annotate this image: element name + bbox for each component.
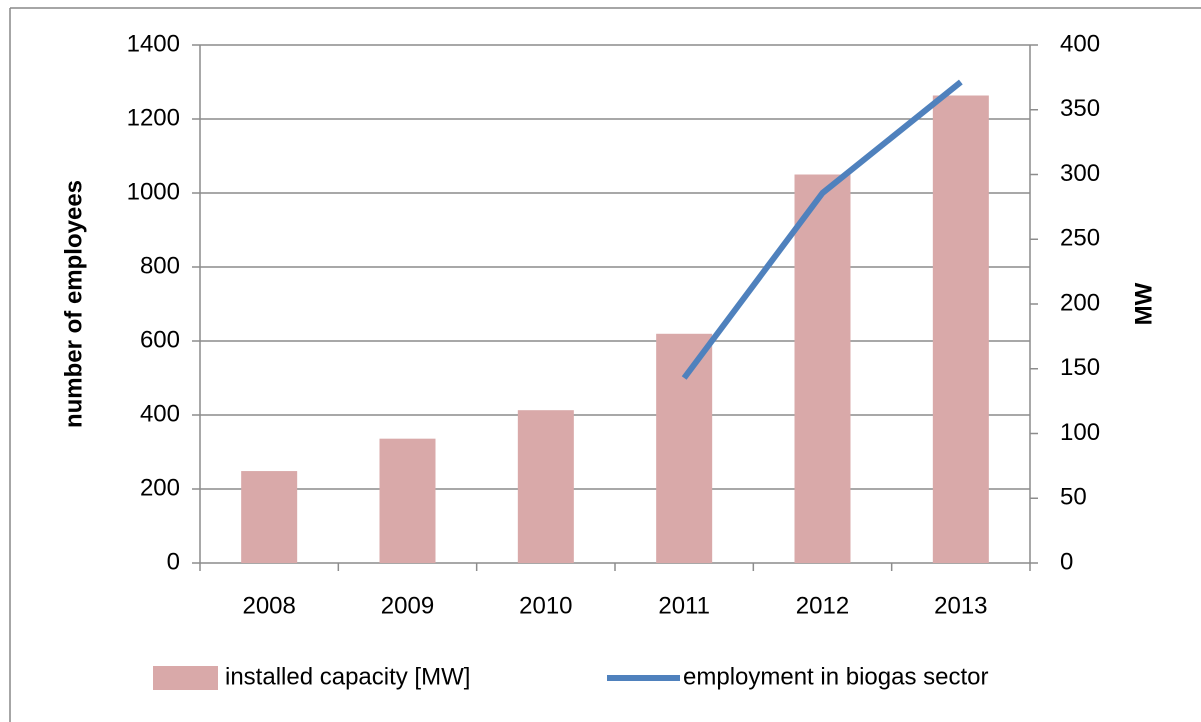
legend-swatch (153, 666, 218, 690)
y-tick-label: 600 (140, 326, 180, 353)
y-tick-label: 800 (140, 252, 180, 279)
y-axis-title: number of employees (60, 180, 87, 428)
y2-tick-label: 100 (1060, 419, 1100, 446)
x-tick-label: 2013 (934, 592, 987, 619)
y2-tick-label: 0 (1060, 548, 1073, 575)
x-tick-label: 2011 (658, 592, 710, 619)
bar (379, 438, 436, 563)
bar (241, 471, 298, 563)
y2-tick-label: 300 (1060, 160, 1100, 187)
y-tick-label: 200 (140, 474, 180, 501)
x-tick-label: 2012 (796, 592, 849, 619)
x-tick-label: 2010 (519, 592, 572, 619)
legend-label: employment in biogas sector (683, 663, 988, 690)
y-tick-label: 0 (167, 548, 180, 575)
bar (517, 410, 574, 563)
y2-tick-label: 400 (1060, 30, 1100, 57)
y-tick-label: 400 (140, 400, 180, 427)
y-tick-label: 1000 (127, 178, 180, 205)
legend-label: installed capacity [MW] (225, 663, 470, 690)
y2-tick-label: 200 (1060, 289, 1100, 316)
x-tick-label: 2009 (381, 592, 434, 619)
bar (656, 333, 713, 563)
y2-tick-label: 350 (1060, 95, 1100, 122)
y2-tick-label: 250 (1060, 225, 1100, 252)
line (681, 79, 963, 380)
y2-tick-label: 150 (1060, 354, 1100, 381)
y-tick-label: 1400 (127, 30, 180, 57)
y2-axis-title: MW (1130, 282, 1157, 325)
x-tick-label: 2008 (242, 592, 295, 619)
bar (794, 174, 851, 563)
y-tick-label: 1200 (127, 104, 180, 131)
y2-tick-label: 50 (1060, 484, 1087, 511)
bar (932, 95, 989, 563)
